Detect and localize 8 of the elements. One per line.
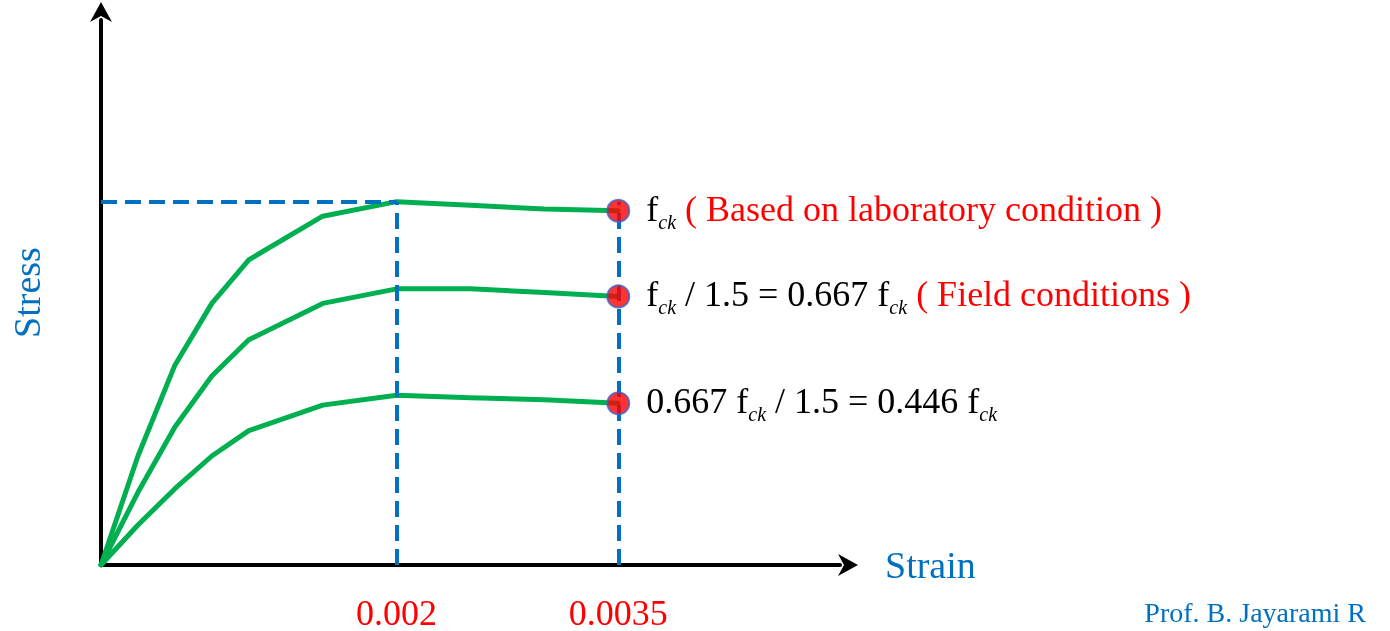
- x-tick-label: 0.0035: [568, 593, 668, 631]
- x-axis-title: Strain: [885, 544, 976, 586]
- x-tick-label: 0.002: [356, 593, 438, 631]
- annotation: f$_{ck}$ / 1.5 = 0.667 f$_{ck}$ ( Field conditions ): [646, 274, 1192, 321]
- text: Prof. B. Jayarami R: [1144, 597, 1366, 629]
- y-axis-title: Stress: [6, 247, 48, 338]
- annotation: 0.667 f$_{ck}$ / 1.5 = 0.446 f$_{ck}$: [646, 381, 998, 428]
- annotation: f$_{ck}$ ( Based on laboratory condition ): [646, 188, 1162, 235]
